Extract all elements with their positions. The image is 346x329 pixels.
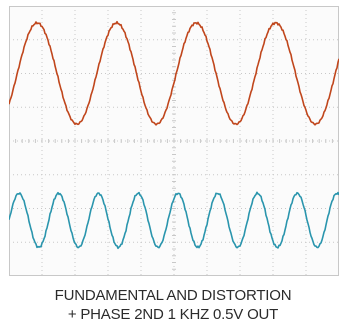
fundamental-trace [9, 20, 339, 126]
scope-grid [9, 6, 339, 276]
scope-screen [9, 6, 339, 276]
distortion-trace [9, 191, 339, 250]
caption-line-2: + PHASE 2ND 1 KHZ 0.5V OUT [67, 306, 279, 323]
caption-line-1: FUNDAMENTAL AND DISTORTION [54, 287, 292, 304]
scope-plot [9, 6, 339, 276]
